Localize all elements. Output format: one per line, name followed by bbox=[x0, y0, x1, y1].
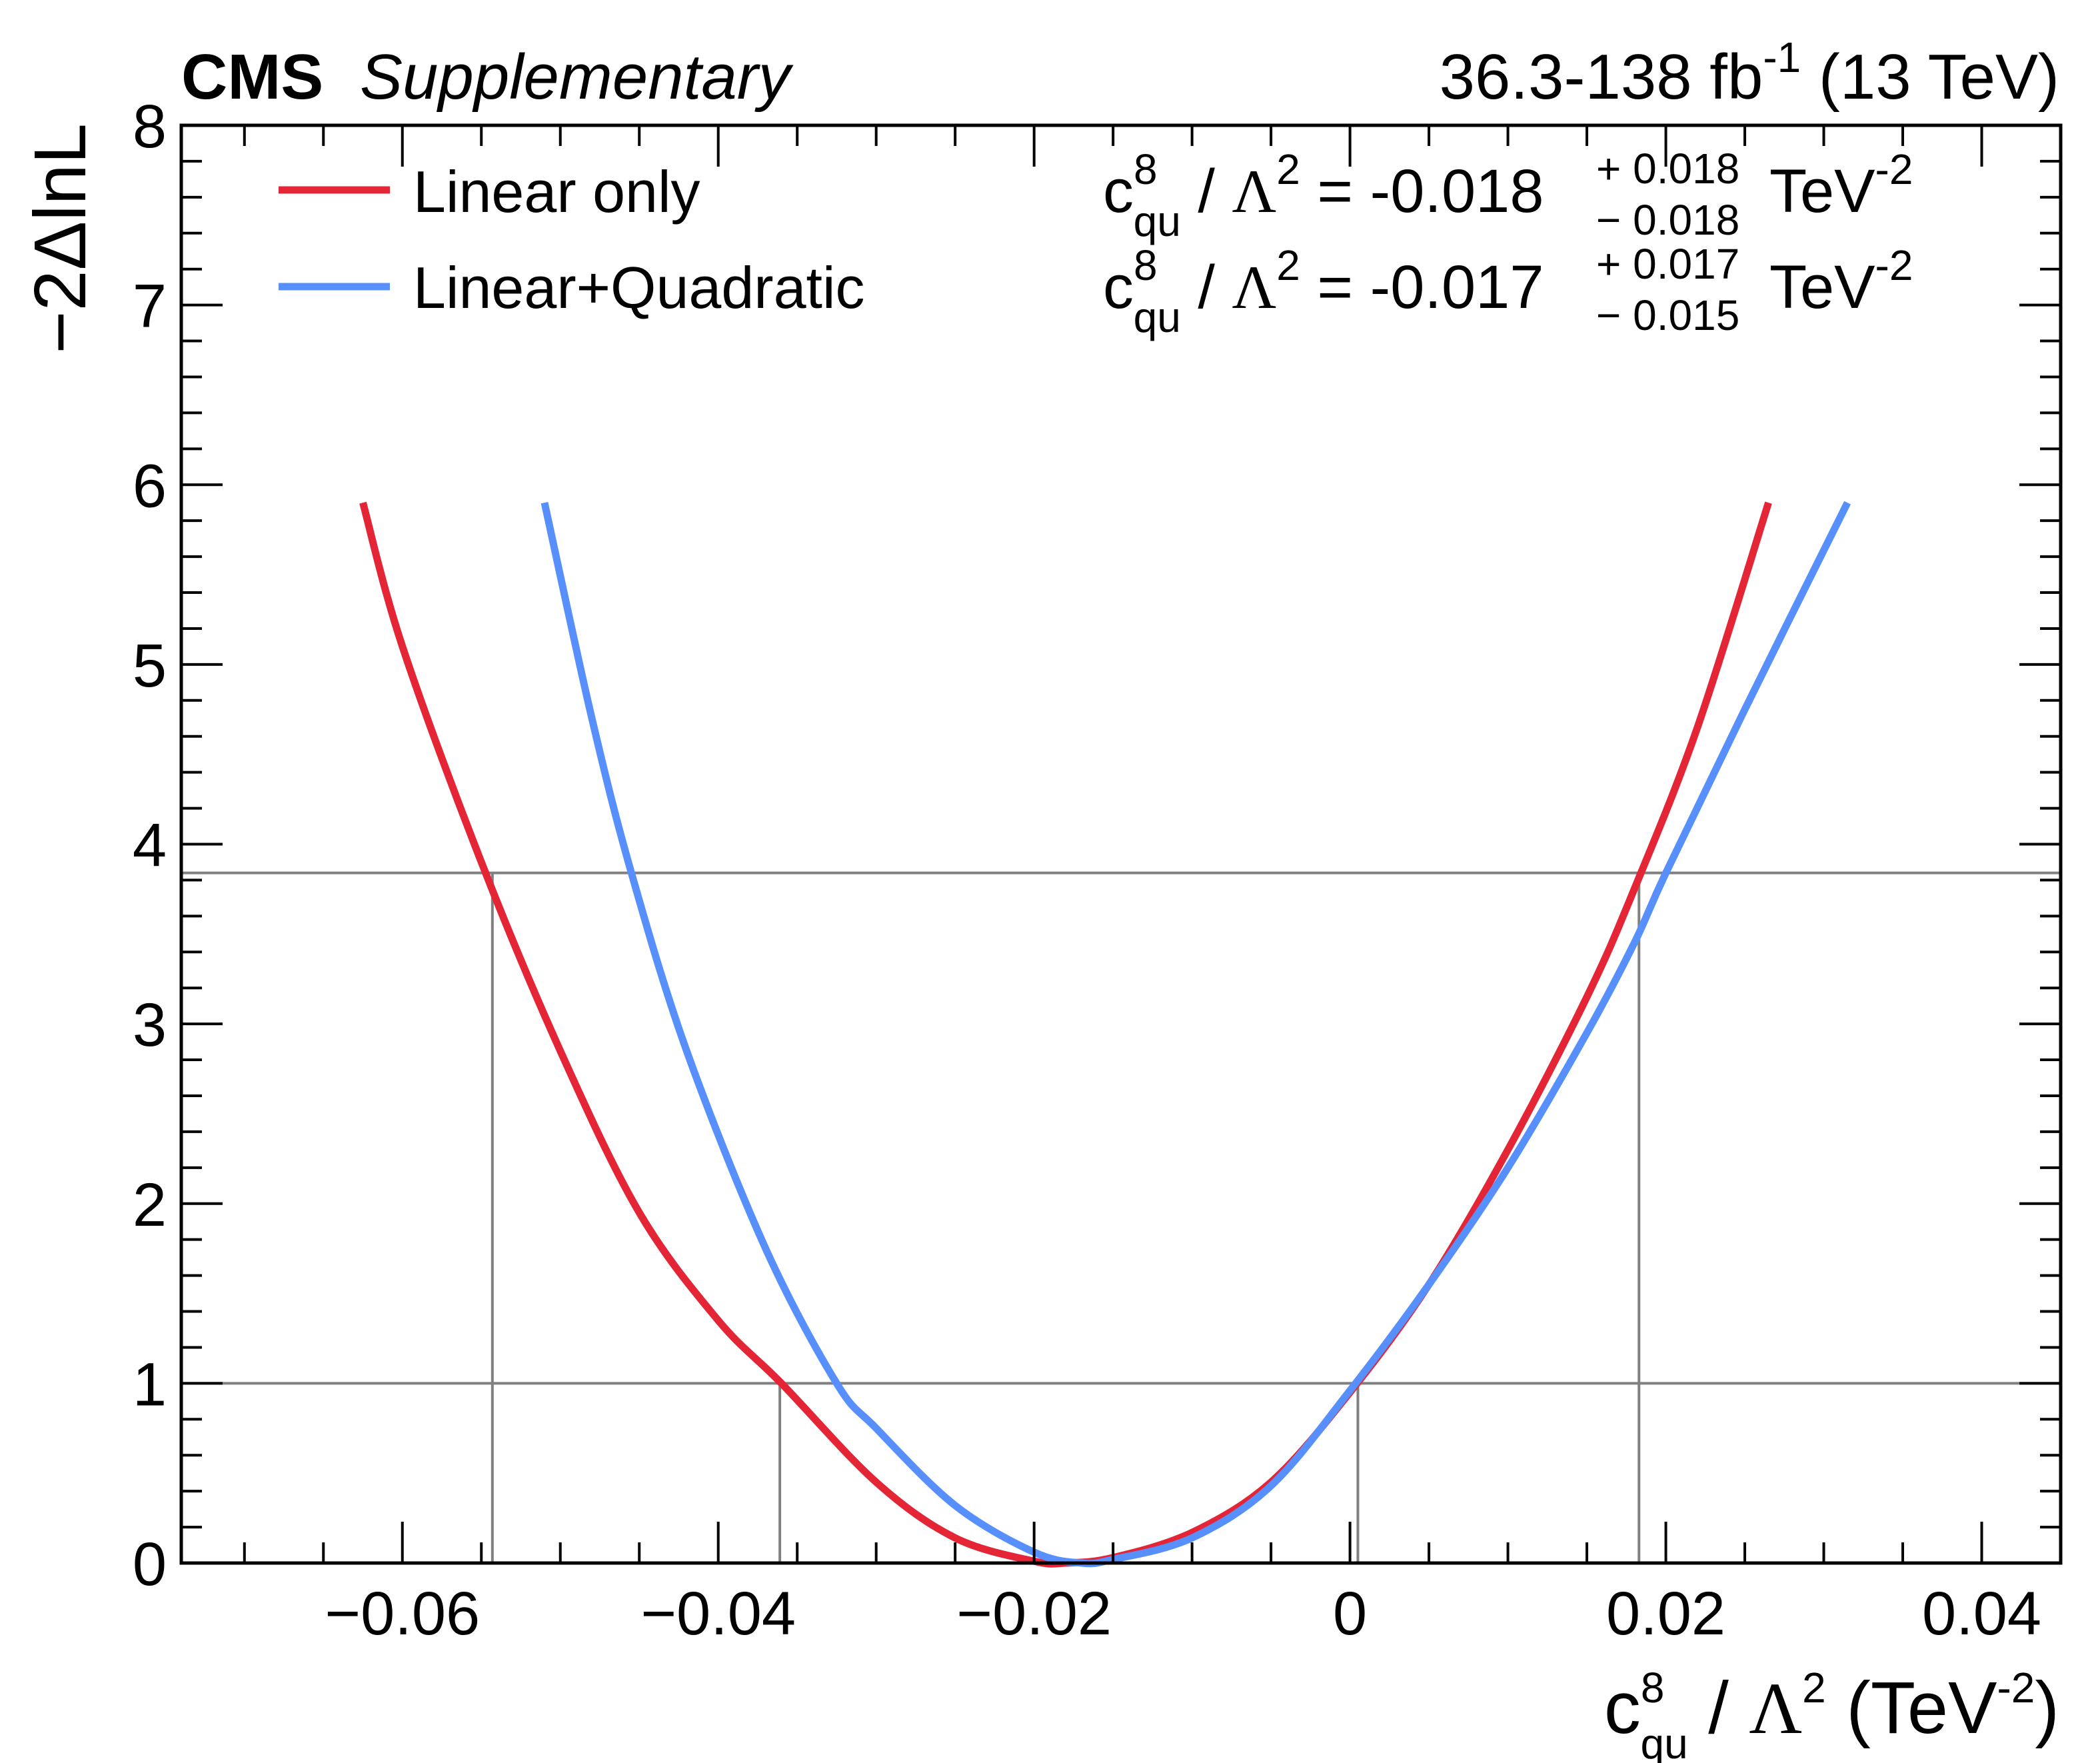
y-tick-label: 3 bbox=[133, 991, 167, 1059]
coef-slash: / bbox=[1181, 157, 1232, 225]
xlabel-coef-superscript: 8 bbox=[1641, 1664, 1665, 1712]
likelihood-curves bbox=[359, 501, 1851, 1568]
unit-label: TeV bbox=[1769, 157, 1875, 225]
reference-lines bbox=[181, 871, 2061, 1563]
coef-symbol: c bbox=[1103, 253, 1134, 321]
fit-result-linear-up: + 0.018 bbox=[1596, 145, 1739, 193]
lambda-symbol: Λ bbox=[1232, 253, 1276, 321]
luminosity-label: 36.3-138 fb-1 (13 TeV) bbox=[1440, 33, 2059, 113]
xlabel-unit-exponent: -2 bbox=[1997, 1664, 2035, 1712]
y-axis-label: −2ΔlnL bbox=[19, 123, 101, 354]
fit-result-quadratic-main: c8 qu / Λ2 = -0.017 bbox=[1103, 241, 1544, 341]
legend: Linear only Linear+Quadratic bbox=[279, 159, 865, 321]
fit-result-linear-down: − 0.018 bbox=[1596, 196, 1739, 244]
fit-result-quadratic: c8 qu / Λ2 = -0.017 + 0.017 − 0.015 TeV-2 bbox=[1103, 240, 1913, 341]
plot-frame bbox=[179, 123, 2063, 1565]
energy-label: (13 TeV) bbox=[1819, 41, 2059, 113]
x-tick-labels: −0.06 −0.04 −0.02 0 0.02 0.04 bbox=[325, 1580, 2041, 1648]
x-tick-label: 0.02 bbox=[1606, 1580, 1725, 1648]
unit-exponent: -2 bbox=[1875, 145, 1913, 193]
y-tick-label: 2 bbox=[133, 1171, 167, 1239]
y-tick-labels: 0 1 2 3 4 5 6 7 8 bbox=[133, 93, 167, 1598]
lambda-exponent: 2 bbox=[1276, 145, 1300, 193]
legend-label-quadratic: Linear+Quadratic bbox=[413, 255, 865, 321]
supplementary-label: Supplementary bbox=[360, 41, 794, 113]
plot-area: −0.06 −0.04 −0.02 0 0.02 0.04 0 1 2 3 4 5 6 7 8 bbox=[133, 93, 2063, 1648]
legend-label-linear: Linear only bbox=[413, 159, 700, 225]
fit-result-quadratic-unit: TeV-2 bbox=[1769, 241, 1913, 321]
xlabel-lambda-exponent: 2 bbox=[1802, 1664, 1826, 1712]
x-tick-label: −0.06 bbox=[325, 1580, 480, 1648]
series-line-quadratic bbox=[540, 501, 1851, 1568]
axis-ticks bbox=[181, 124, 2062, 1564]
fit-result-linear-main: c8 qu / Λ2 = -0.018 bbox=[1103, 145, 1544, 245]
central-value: = -0.018 bbox=[1300, 157, 1544, 225]
y-tick-label: 8 bbox=[133, 93, 167, 161]
unit-label: TeV bbox=[1769, 253, 1875, 321]
series-line-linear bbox=[359, 501, 1772, 1568]
experiment-label: CMS bbox=[181, 41, 323, 113]
luminosity-spacer bbox=[1801, 41, 1819, 113]
x-tick-label: 0 bbox=[1333, 1580, 1367, 1648]
unit-exponent: -2 bbox=[1875, 241, 1913, 289]
central-value: = -0.017 bbox=[1300, 253, 1544, 321]
y-tick-label: 4 bbox=[133, 812, 167, 880]
fit-result-quadratic-down: − 0.015 bbox=[1596, 291, 1739, 339]
coef-symbol: c bbox=[1103, 157, 1134, 225]
xlabel-slash: / bbox=[1688, 1667, 1749, 1749]
chart-header: CMS Supplementary 36.3-138 fb-1 (13 TeV) bbox=[181, 33, 2059, 113]
xlabel-coef: c bbox=[1604, 1667, 1641, 1749]
luminosity-value: 36.3-138 fb bbox=[1440, 41, 1763, 113]
x-tick-label: −0.04 bbox=[640, 1580, 796, 1648]
y-tick-label: 0 bbox=[133, 1530, 167, 1598]
fit-result-linear-unit: TeV-2 bbox=[1769, 145, 1913, 225]
lambda-symbol: Λ bbox=[1232, 157, 1276, 225]
coef-superscript: 8 bbox=[1134, 145, 1158, 193]
y-tick-label: 1 bbox=[133, 1350, 167, 1418]
x-tick-label: −0.02 bbox=[956, 1580, 1112, 1648]
x-axis-label: c8 qu / Λ2 (TeV-2) bbox=[1604, 1664, 2059, 1763]
coef-superscript: 8 bbox=[1134, 241, 1158, 289]
xlabel-lambda: Λ bbox=[1749, 1668, 1802, 1749]
fit-result-linear: c8 qu / Λ2 = -0.018 + 0.018 − 0.018 TeV-2 bbox=[1103, 145, 1913, 245]
coef-subscript: qu bbox=[1134, 197, 1181, 245]
coef-subscript: qu bbox=[1134, 293, 1181, 341]
y-tick-label: 5 bbox=[133, 632, 167, 700]
x-tick-label: 0.04 bbox=[1922, 1580, 2041, 1648]
xlabel-coef-subscript: qu bbox=[1640, 1720, 1687, 1763]
coef-slash: / bbox=[1181, 253, 1232, 321]
y-tick-label: 7 bbox=[133, 273, 167, 341]
xlabel-unit-close: ) bbox=[2035, 1667, 2059, 1749]
luminosity-exponent: -1 bbox=[1763, 33, 1801, 81]
y-tick-label: 6 bbox=[133, 452, 167, 520]
xlabel-unit-open: (TeV bbox=[1826, 1667, 1997, 1749]
fit-result-quadratic-up: + 0.017 bbox=[1596, 240, 1739, 288]
lambda-exponent: 2 bbox=[1276, 241, 1300, 289]
